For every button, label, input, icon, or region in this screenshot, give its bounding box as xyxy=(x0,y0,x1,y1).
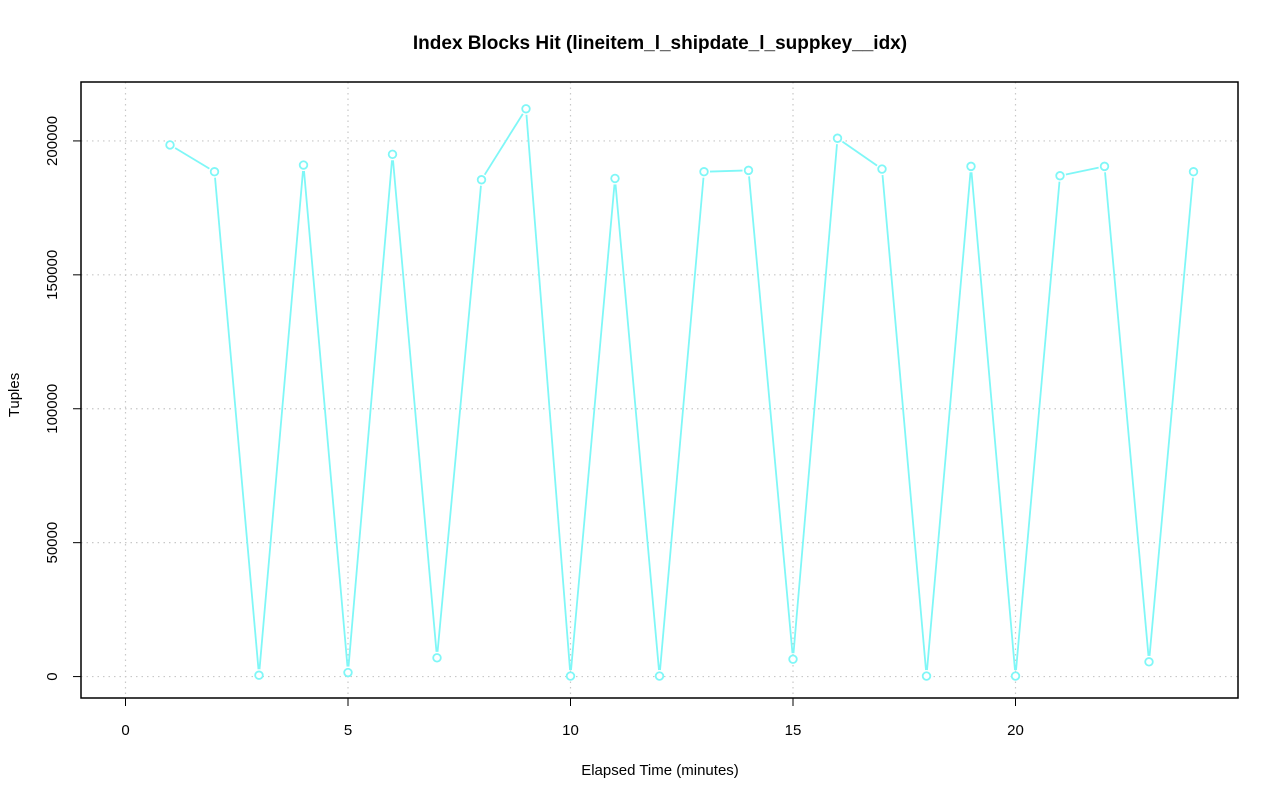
data-point xyxy=(654,671,665,681)
series-line-segment xyxy=(926,172,972,671)
x-tick-label: 20 xyxy=(1007,722,1024,739)
series-line-segment xyxy=(525,114,571,671)
data-point xyxy=(254,670,264,680)
data-point xyxy=(476,175,487,185)
series-line-segment xyxy=(970,172,1016,671)
data-point xyxy=(921,671,932,681)
series-line-segment xyxy=(709,169,743,173)
series-line-segment xyxy=(258,170,304,670)
y-tick-label: 100000 xyxy=(44,384,61,434)
chart-title: Index Blocks Hit (lineitem_l_shipdate_l_… xyxy=(413,33,907,54)
x-axis: 0 5 10 15 20 xyxy=(121,698,1024,739)
series-line-segment xyxy=(214,177,260,670)
data-point xyxy=(1010,671,1021,681)
series-line-segment xyxy=(570,184,616,671)
x-tick-label: 0 xyxy=(121,722,129,739)
x-tick-label: 10 xyxy=(562,722,579,739)
data-point xyxy=(1188,167,1199,177)
series-line-segment xyxy=(392,160,438,652)
series-line-segment xyxy=(1148,177,1194,656)
data-point xyxy=(877,164,887,174)
series-line-segment xyxy=(614,184,660,671)
data-point xyxy=(1144,657,1154,667)
data-point xyxy=(788,654,798,664)
data-point xyxy=(387,149,398,160)
data-point xyxy=(966,161,976,172)
series-line-segment xyxy=(174,147,210,170)
data-point xyxy=(209,167,220,177)
x-axis-label: Elapsed Time (minutes) xyxy=(581,762,739,779)
series-line-segment xyxy=(483,113,524,176)
data-point xyxy=(1055,171,1065,181)
data-point xyxy=(343,667,353,678)
series-line-segment xyxy=(1065,166,1099,176)
data-point xyxy=(743,165,754,176)
x-tick-label: 15 xyxy=(785,722,802,739)
y-tick-label: 150000 xyxy=(44,250,61,300)
series-line-segment xyxy=(436,185,482,652)
series-line-segment xyxy=(659,177,705,671)
y-axis-label: Tuples xyxy=(6,373,23,417)
series-line-segment xyxy=(347,160,393,667)
series-line-segment xyxy=(748,176,794,654)
plot-frame xyxy=(80,81,1239,699)
data-point xyxy=(298,160,309,170)
series-layer xyxy=(165,104,1199,681)
data-point xyxy=(1099,161,1110,172)
y-tick-label: 50000 xyxy=(44,522,61,564)
x-tick-label: 5 xyxy=(344,722,352,739)
series-line-segment xyxy=(881,174,927,671)
series-line-segment xyxy=(841,140,878,167)
y-tick-label: 0 xyxy=(44,672,61,680)
series-line-segment xyxy=(1015,181,1061,671)
data-point xyxy=(610,173,620,184)
data-point xyxy=(565,671,576,681)
y-tick-label: 200000 xyxy=(44,116,61,166)
data-point xyxy=(521,104,531,114)
data-point xyxy=(832,133,843,143)
series-line-segment xyxy=(1104,172,1150,656)
data-point xyxy=(699,167,709,177)
data-point xyxy=(432,653,442,663)
data-point xyxy=(165,140,175,150)
series-line-segment xyxy=(303,170,349,667)
series-line-segment xyxy=(792,144,838,654)
y-axis: 0 50000 100000 150000 200000 xyxy=(44,116,81,681)
